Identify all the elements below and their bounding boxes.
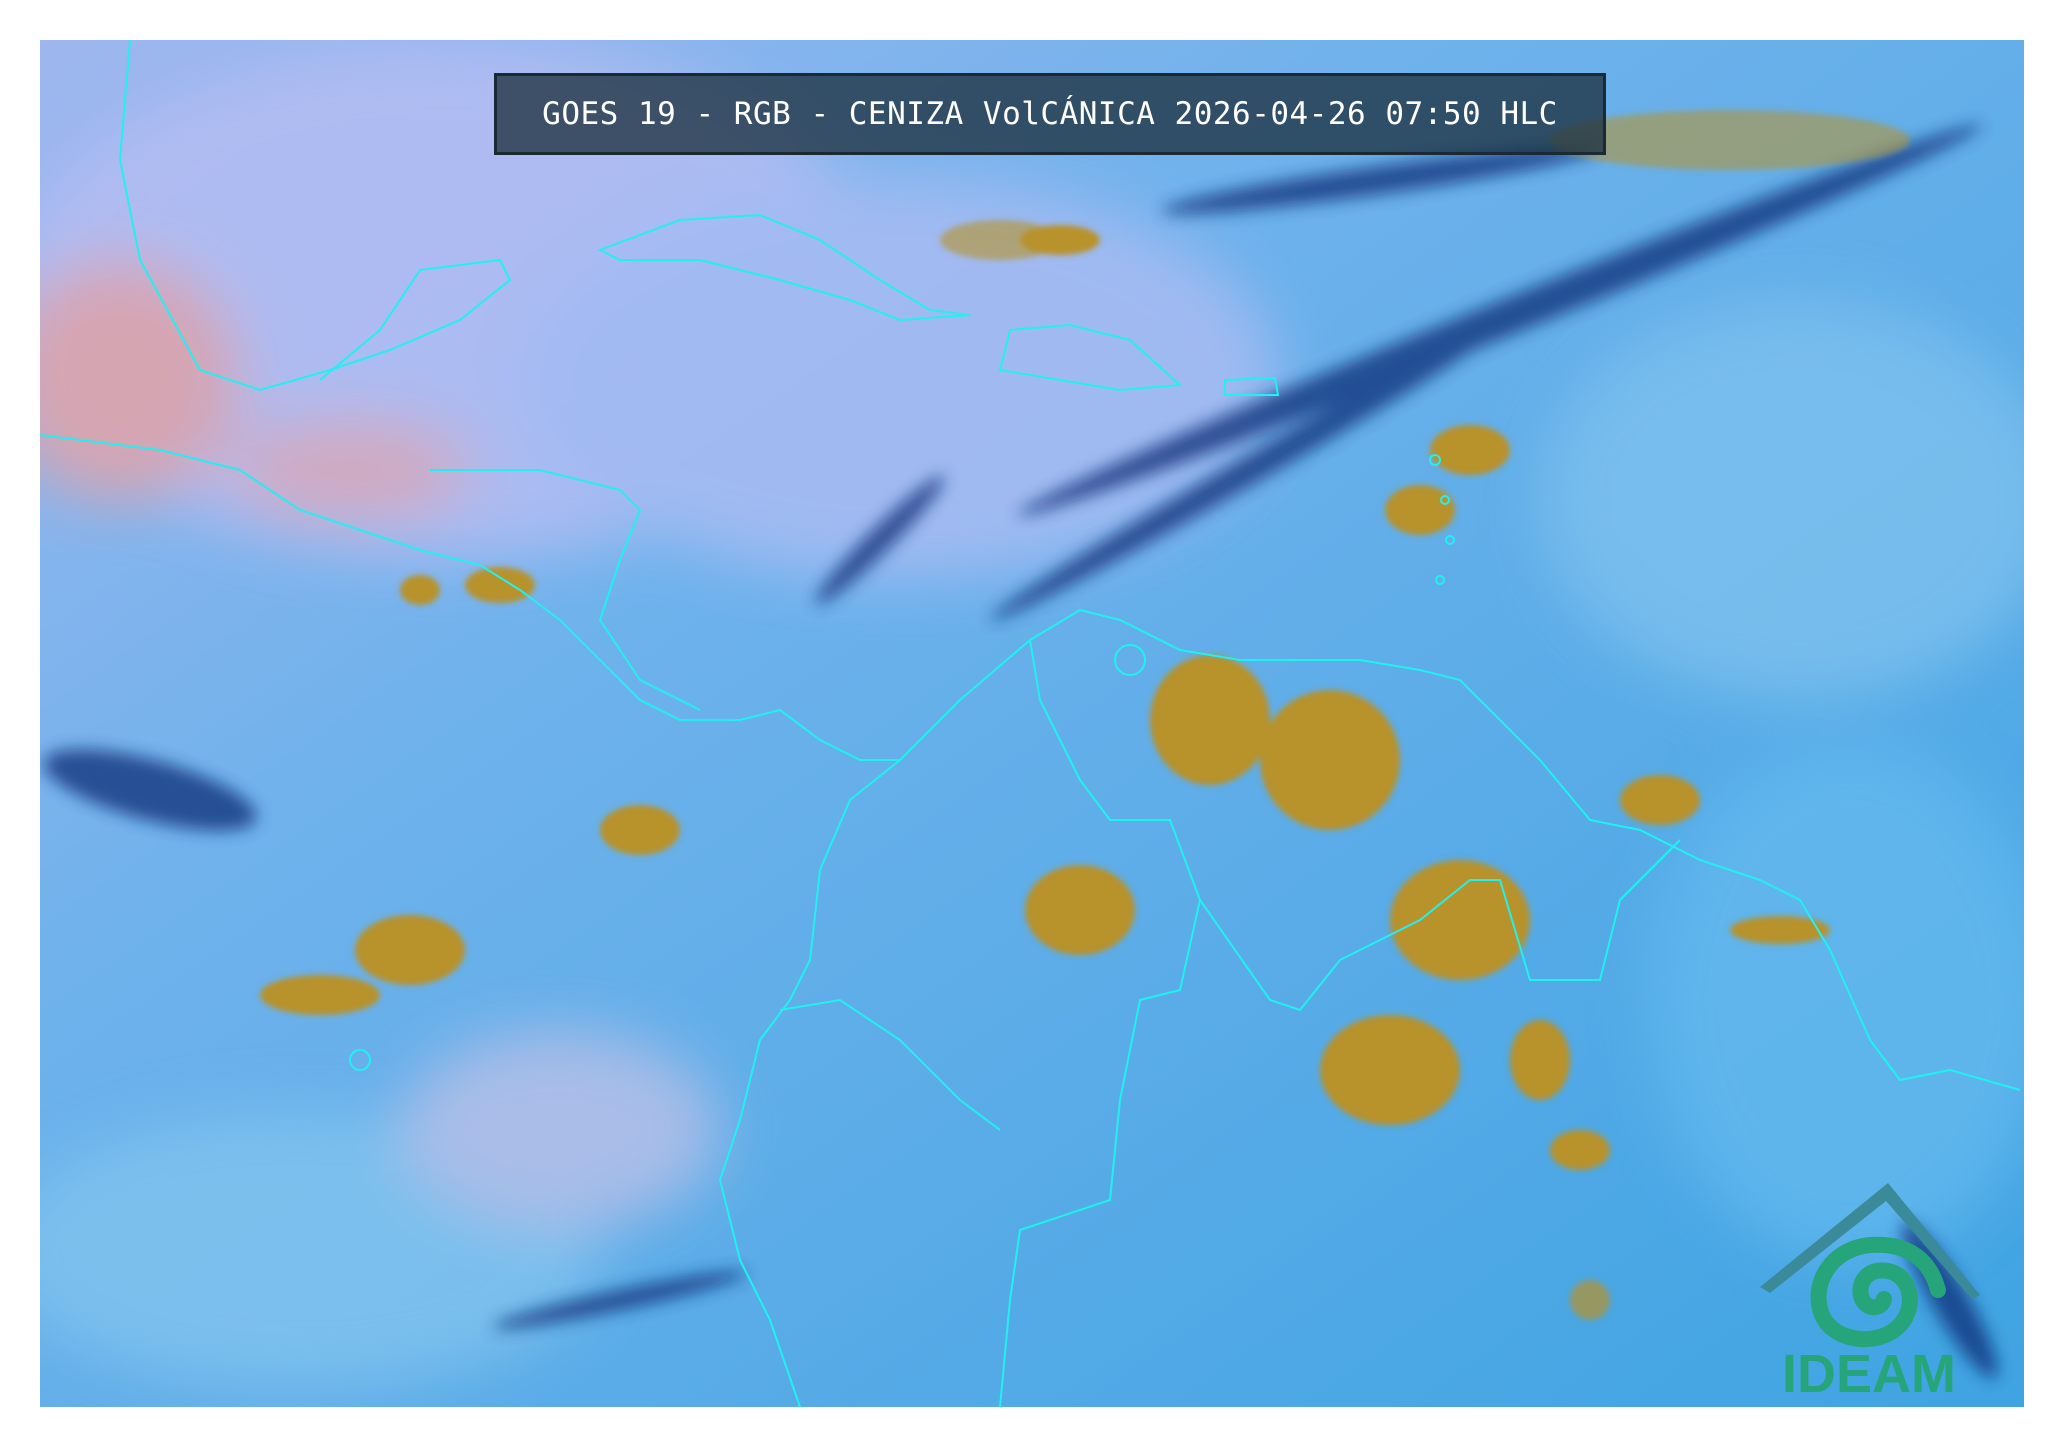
south-america-north-coast: [899, 608, 2021, 1091]
image-title: GOES 19 - RGB - CENIZA VolCÁNICA 2026-04…: [542, 96, 1558, 132]
logo-roof-icon: [1760, 1183, 1980, 1299]
ecuador-border: [779, 998, 1001, 1131]
logo-spiral-icon: [1810, 1236, 1946, 1348]
ideam-logo: IDEAM: [1750, 1175, 1990, 1404]
coastlines-borders: [40, 40, 2021, 1407]
venezuela-border: [1199, 839, 1681, 1012]
mexico-coast: [40, 434, 900, 761]
satellite-image-map: [40, 40, 2024, 1407]
title-banner: GOES 19 - RGB - CENIZA VolCÁNICA 2026-04…: [494, 73, 1606, 155]
puerto-rico-coast: [1224, 376, 1280, 396]
colombia-border: [999, 639, 1202, 1407]
central-america-coast: [430, 469, 701, 711]
pacific-coast-south-america: [718, 759, 901, 1407]
logo-text: IDEAM: [1782, 1344, 1956, 1400]
yucatan-coast: [118, 40, 512, 392]
caribbean-islands: [349, 454, 1455, 1071]
cuba-coast: [597, 213, 971, 322]
high-cloud-layer: [40, 40, 2024, 1390]
convective-clouds: [260, 110, 1910, 1320]
hispaniola-coast: [998, 323, 1183, 392]
